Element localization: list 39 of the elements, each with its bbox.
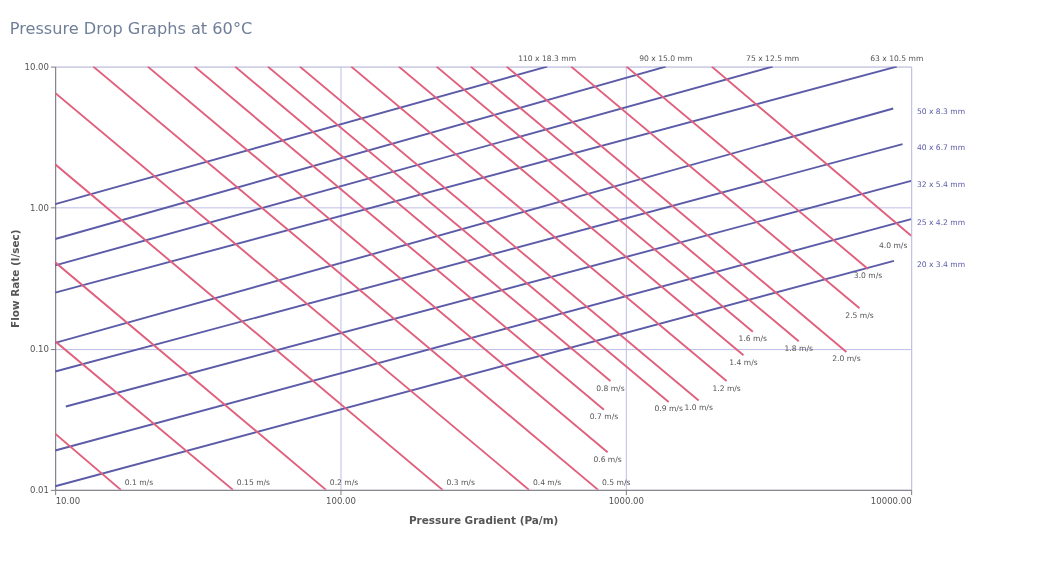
series-label: 4.0 m/s — [878, 241, 908, 251]
series-label: 0.5 m/s — [602, 478, 631, 488]
series-label: 0.4 m/s — [532, 478, 562, 488]
series-label: 0.3 m/s — [446, 478, 475, 488]
series-label: 32 x 5.4 mm — [916, 179, 966, 189]
series-label: 25 x 4.2 mm — [916, 217, 966, 227]
y-tick-label: 10.00 — [24, 61, 49, 72]
series-label: 110 x 18.3 mm — [518, 53, 577, 63]
series-label: 0.9 m/s — [654, 404, 683, 414]
y-tick-label: 1.00 — [29, 203, 49, 214]
series-label: 0.8 m/s — [596, 383, 625, 393]
series-label: 0.7 m/s — [589, 412, 619, 422]
series-label: 1.6 m/s — [738, 334, 768, 344]
y-axis-title: Flow Rate (l/sec) — [8, 229, 21, 328]
series-label: 90 x 15.0 mm — [639, 53, 693, 63]
series-label: 0.15 m/s — [236, 478, 271, 488]
y-tick-label: 0.10 — [29, 344, 49, 355]
series-label: 2.0 m/s — [832, 354, 861, 364]
x-axis-title: Pressure Gradient (Pa/m) — [408, 513, 559, 526]
series-label: 40 x 6.7 mm — [916, 142, 966, 152]
x-tick-label: 10000.00 — [870, 495, 912, 506]
x-tick-label: 1000.00 — [608, 495, 644, 506]
x-tick-label: 10.00 — [55, 495, 81, 506]
series-label: 2.5 m/s — [845, 310, 874, 320]
series-label: 1.4 m/s — [729, 357, 758, 367]
text: 20 x 3.4 mm — [916, 259, 966, 269]
series-label: 0.2 m/s — [329, 478, 359, 488]
text: 50 x 8.3 mm — [916, 107, 966, 117]
series-label: 0.6 m/s — [593, 454, 622, 464]
y-tick-label: 0.01 — [29, 485, 49, 496]
series-label: 63 x 10.5 mm — [870, 53, 924, 63]
series-label: 0.1 m/s — [124, 478, 154, 488]
series-label: 1.8 m/s — [784, 343, 813, 353]
x-tick-label: 100.00 — [326, 495, 356, 506]
series-label: 75 x 12.5 mm — [746, 53, 800, 63]
chart-title: Pressure Drop Graphs at 60°C — [9, 19, 253, 39]
series-label: 1.0 m/s — [684, 403, 713, 412]
series-label: 3.0 m/s — [853, 271, 883, 281]
series-label: 1.2 m/s — [712, 383, 741, 393]
